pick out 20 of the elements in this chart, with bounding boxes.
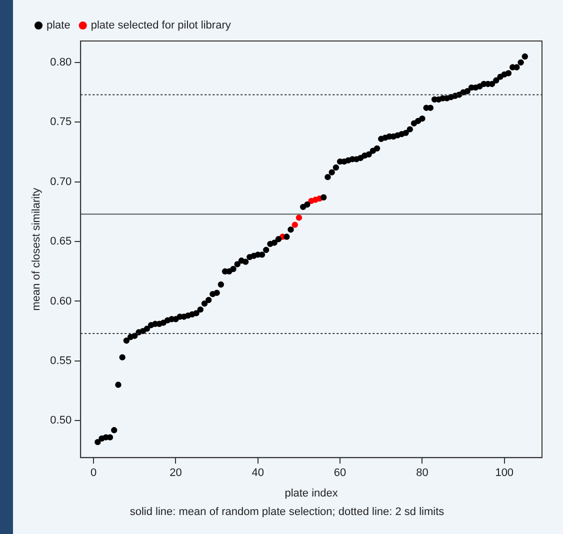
legend-label: plate (46, 20, 70, 32)
x-axis-title: plate index (284, 487, 338, 500)
x-tick-label: 0 (90, 467, 97, 480)
x-tick-label: 40 (252, 467, 264, 480)
legend-label: plate selected for pilot library (90, 20, 232, 32)
y-tick-label: 0.50 (50, 414, 72, 427)
y-tick-label: 0.60 (50, 295, 72, 308)
y-axis-title: mean of closest similarity (30, 187, 43, 311)
text: solid line: mean of random plate selection; dotted line: 2 sd limits (128, 506, 446, 518)
x-tick-label: 20 (170, 467, 182, 480)
x-tick-label: 80 (416, 467, 428, 480)
point (296, 214, 302, 221)
y-tick-label: 0.80 (50, 56, 72, 69)
point (292, 222, 298, 228)
y-tick-label: 0.70 (50, 176, 72, 188)
y-tick-label: 0.55 (50, 354, 72, 367)
x-tick-label: 60 (334, 467, 346, 480)
y-tick-label: 0.75 (50, 116, 72, 128)
y-tick-label: 0.65 (50, 236, 72, 248)
x-tick-label: 100 (495, 467, 514, 480)
